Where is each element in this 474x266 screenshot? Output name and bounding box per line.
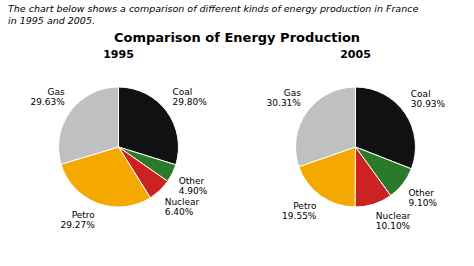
- html-text:The chart below shows a compar: The chart below shows a comparison of di…: [8, 3, 419, 14]
- svg-text:Petro29.27%: Petro29.27%: [61, 210, 96, 230]
- svg-text:Nuclear10.10%: Nuclear10.10%: [376, 211, 411, 231]
- svg-text:1995: 1995: [103, 48, 134, 61]
- svg-text:Other4.90%: Other4.90%: [179, 176, 208, 196]
- svg-text:Coal29.80%: Coal29.80%: [172, 87, 207, 107]
- svg-text:Gas29.63%: Gas29.63%: [30, 87, 65, 107]
- svg-text:Petro19.55%: Petro19.55%: [282, 201, 317, 221]
- svg-text:Other9.10%: Other9.10%: [408, 188, 437, 208]
- svg-text:Gas30.31%: Gas30.31%: [267, 88, 302, 108]
- html-text:in 1995 and 2005.: in 1995 and 2005.: [8, 15, 95, 26]
- html-text:Comparison of Energy Productio: Comparison of Energy Production: [113, 30, 361, 45]
- svg-text:Coal30.93%: Coal30.93%: [411, 89, 446, 109]
- svg-text:2005: 2005: [340, 48, 371, 61]
- svg-text:Nuclear6.40%: Nuclear6.40%: [165, 197, 200, 217]
